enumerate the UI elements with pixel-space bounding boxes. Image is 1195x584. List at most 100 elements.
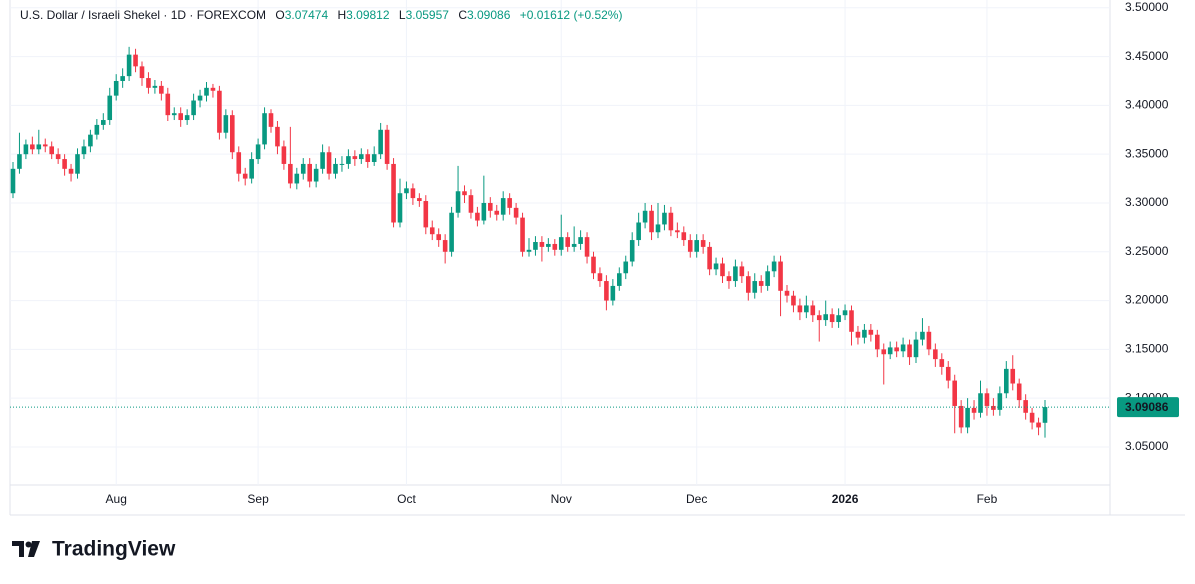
candle-body [552, 243, 558, 250]
low-value: 3.05957 [406, 8, 450, 22]
x-tick-label: Aug [106, 492, 127, 506]
candle-body [113, 80, 119, 96]
high-value: 3.09812 [346, 8, 390, 22]
candle-body [159, 85, 164, 94]
ohlc-label: O [275, 8, 284, 22]
candle-body [410, 188, 416, 199]
candle-body [197, 95, 203, 101]
candle-body [184, 115, 190, 121]
candle-body [230, 115, 235, 153]
candle-body [488, 202, 493, 211]
candle-body [642, 210, 648, 223]
candle-body [810, 305, 816, 316]
candle-body [713, 263, 719, 270]
candle-body [68, 168, 74, 174]
candle-body [442, 240, 448, 252]
candle-body [242, 173, 248, 179]
close-value: 3.09086 [467, 8, 511, 22]
candle-body [255, 144, 261, 160]
last-price-badge [1117, 397, 1179, 418]
candle-body [894, 347, 899, 352]
last-price-label: 3.09086 [1125, 400, 1169, 414]
candle-body [565, 237, 570, 247]
candle-body [223, 115, 229, 133]
candle-body [339, 163, 345, 165]
candle-body [584, 237, 590, 257]
candle-body [991, 405, 996, 410]
candle-body [965, 407, 970, 428]
candle-body [629, 240, 635, 262]
candle-body [417, 198, 422, 202]
candle-body [958, 405, 964, 428]
candle-body [494, 210, 500, 215]
candle-body [971, 407, 977, 413]
candle-body [539, 242, 545, 247]
candle-body [36, 144, 42, 150]
candle-body [236, 152, 242, 174]
candle-body [288, 163, 293, 184]
candle-body [939, 359, 945, 367]
candle-body [526, 249, 532, 252]
candle-body [17, 154, 22, 169]
candle-body [649, 210, 654, 233]
x-tick-label: 2026 [832, 492, 859, 506]
candle-body [907, 344, 912, 358]
candle-body [591, 256, 596, 274]
candle-body [920, 331, 925, 340]
candle-body [49, 146, 54, 155]
candle-body [262, 113, 267, 145]
candle-body [804, 305, 809, 313]
candle-body [1042, 407, 1048, 423]
candle-body [875, 334, 880, 350]
candle-body [275, 126, 280, 147]
candle-body [62, 159, 67, 169]
candle-body [171, 113, 177, 116]
y-tick-label: 3.45000 [1125, 49, 1169, 63]
brand-logo[interactable]: TradingView [12, 538, 176, 561]
symbol-title: U.S. Dollar / Israeli Shekel · 1D · FORE… [20, 8, 266, 22]
y-tick-label: 3.25000 [1125, 244, 1169, 258]
ohlc-label: H [337, 8, 346, 22]
candle-body [455, 191, 461, 213]
candle-body [352, 156, 358, 160]
candle-body [746, 276, 751, 293]
candle-body [881, 349, 887, 355]
candle-body [571, 243, 577, 247]
candle-body [133, 54, 138, 67]
candle-body [81, 146, 87, 155]
candle-body [945, 366, 951, 381]
candle-body [655, 224, 661, 233]
candle-body [178, 113, 183, 121]
y-tick-label: 3.30000 [1125, 195, 1169, 209]
candle-body [436, 234, 441, 241]
logo-icon [25, 541, 32, 548]
candle-body [1029, 412, 1035, 423]
candle-body [617, 273, 622, 286]
logo-icon [12, 541, 40, 557]
candle-body [694, 240, 699, 252]
x-tick-label: Feb [977, 492, 998, 506]
ohlc-label: L [399, 8, 406, 22]
candle-body [217, 90, 222, 133]
y-tick-label: 3.35000 [1125, 146, 1169, 160]
y-tick-label: 3.05000 [1125, 439, 1169, 453]
candle-body [791, 295, 796, 306]
candle-body [733, 266, 738, 282]
candle-body [913, 339, 919, 358]
candle-body [978, 393, 983, 413]
candle-body [397, 193, 403, 223]
candle-body [307, 163, 312, 182]
candle-body [204, 87, 209, 96]
candle-body [829, 314, 835, 323]
candle-body [210, 87, 216, 91]
candle-body [126, 54, 132, 77]
candle-body [862, 329, 867, 338]
candle-body [578, 237, 583, 244]
candle-body [268, 113, 274, 127]
candle-body [281, 146, 287, 164]
candle-body [726, 276, 732, 282]
candle-body [326, 152, 332, 174]
candle-body [475, 212, 480, 221]
candle-body [23, 144, 29, 155]
